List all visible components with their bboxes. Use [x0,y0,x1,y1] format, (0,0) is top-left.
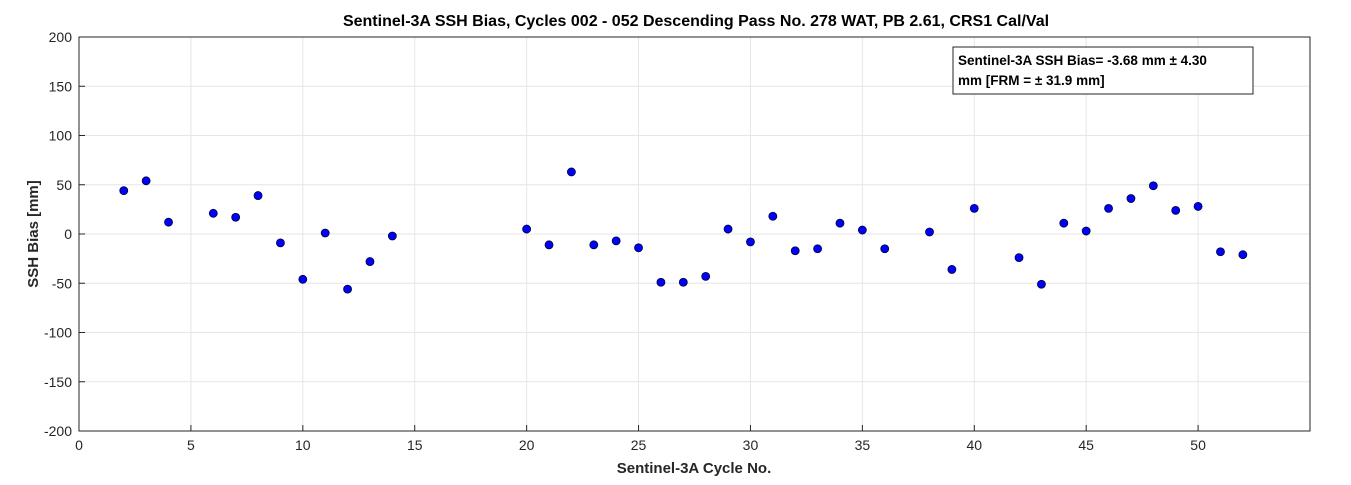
x-tick-label: 10 [295,437,311,453]
annotation-line-2: mm [FRM = ± 31.9 mm] [958,73,1105,88]
data-point [969,203,979,213]
annotation-box: Sentinel-3A SSH Bias= -3.68 mm ± 4.30 mm… [952,46,1254,95]
data-points [119,167,1248,294]
data-point [208,208,218,218]
grid [78,36,1310,432]
data-point [947,265,957,274]
data-point [298,274,308,284]
data-point [1037,279,1046,289]
y-tick-label: 100 [49,128,73,144]
data-point [1193,202,1203,211]
y-tick-label: 0 [64,226,72,242]
y-axis-label: SSH Bias [mm] [25,180,42,288]
y-tick-label: -100 [44,325,72,341]
data-point [1148,181,1158,191]
data-point [320,228,330,238]
x-axis: 0 5 10 15 20 25 30 35 40 45 50 [75,425,1206,453]
data-point [701,271,711,281]
y-tick-label: -50 [52,275,72,291]
data-point [164,217,173,227]
data-point [835,218,845,228]
data-point [813,244,822,254]
x-tick-label: 40 [966,437,982,453]
x-tick-label: 0 [75,437,83,453]
y-tick-label: -150 [44,374,72,390]
data-point [1059,218,1069,228]
data-point [567,167,576,177]
data-point [678,277,688,287]
data-point [656,277,666,287]
data-point [365,257,375,266]
data-point [1126,194,1136,203]
y-tick-label: 50 [56,177,72,193]
y-tick-label: -200 [44,423,72,439]
x-tick-label: 45 [1078,437,1094,453]
data-point [634,243,643,253]
x-tick-label: 30 [743,437,759,453]
data-point [1238,250,1248,260]
data-point [522,224,532,234]
data-point [544,240,554,250]
data-point [880,244,890,254]
y-tick-label: 150 [49,78,73,94]
data-point [925,227,934,237]
data-point [343,284,352,294]
data-point [231,212,241,222]
x-tick-label: 25 [631,437,647,453]
chart-title: Sentinel-3A SSH Bias, Cycles 002 - 052 D… [343,13,1049,30]
data-point [1081,226,1091,236]
data-point [611,236,621,246]
data-point [790,246,800,256]
x-tick-label: 35 [855,437,871,453]
x-axis-label: Sentinel-3A Cycle No. [617,460,771,477]
y-axis: -200 -150 -100 -50 0 50 100 150 200 [44,29,85,439]
x-tick-label: 50 [1190,437,1206,453]
data-point [1014,253,1024,263]
data-point [1216,247,1225,257]
data-point [119,186,129,196]
data-point [589,240,599,250]
data-point [141,176,151,186]
data-point [276,238,285,248]
data-point [253,191,263,200]
data-point [723,224,733,234]
data-point [746,237,755,247]
data-point [1104,203,1113,213]
data-point [1171,205,1181,215]
data-point [857,225,867,235]
data-point [768,211,778,221]
x-tick-label: 15 [407,437,423,453]
x-tick-label: 5 [187,437,195,453]
annotation-line-1: Sentinel-3A SSH Bias= -3.68 mm ± 4.30 [958,53,1207,68]
data-point [387,231,397,241]
x-tick-label: 20 [519,437,535,453]
y-tick-label: 200 [49,29,73,45]
